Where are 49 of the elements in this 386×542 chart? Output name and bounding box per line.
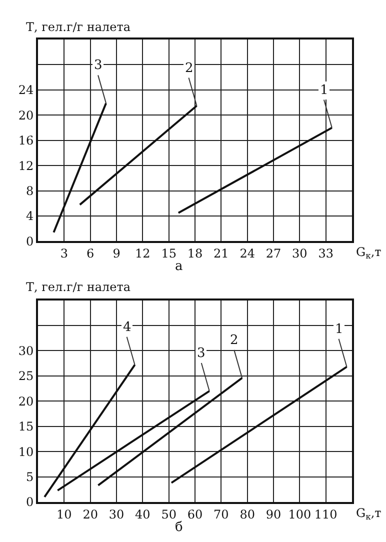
y-tick-label: 20 bbox=[18, 108, 34, 122]
x-axis-title: G$_{к}$,т bbox=[356, 506, 382, 522]
x-tick-label: 21 bbox=[214, 246, 229, 261]
y-tick-label: 0 bbox=[26, 495, 34, 510]
y-tick-label: 25 bbox=[18, 369, 34, 384]
x-tick-label: 20 bbox=[82, 507, 98, 522]
y-tick-label: 4 bbox=[26, 209, 34, 224]
x-tick-label: 60 bbox=[187, 507, 203, 522]
x-tick-label: 24 bbox=[240, 246, 256, 261]
text: 3 bbox=[197, 346, 206, 361]
text: б bbox=[175, 520, 183, 535]
y-tick-label: 0 bbox=[26, 234, 34, 248]
x-tick-label: 3 bbox=[60, 246, 68, 261]
y-axis-title: Т, гел.г/г налета bbox=[26, 20, 131, 34]
x-tick-label: 30 bbox=[292, 246, 308, 261]
y-tick-label: 16 bbox=[18, 134, 34, 148]
y-tick-label: 20 bbox=[18, 394, 34, 408]
y-tick-label: 24 bbox=[18, 83, 34, 98]
x-tick-label: 12 bbox=[135, 246, 150, 261]
x-tick-label: 90 bbox=[266, 507, 282, 522]
text: 2 bbox=[230, 333, 238, 348]
x-tick-label: 27 bbox=[266, 246, 282, 261]
x-tick-label: 100 bbox=[288, 507, 312, 522]
text: 3 bbox=[94, 58, 102, 73]
y-tick-label: 8 bbox=[26, 184, 34, 198]
y-tick-label: 15 bbox=[18, 420, 34, 434]
x-tick-label: 80 bbox=[240, 507, 255, 522]
y-tick-label: 5 bbox=[26, 470, 34, 484]
text: 4 bbox=[123, 320, 132, 335]
x-tick-label: 70 bbox=[214, 507, 229, 522]
text: 1 bbox=[320, 83, 328, 98]
text: 2 bbox=[185, 61, 194, 76]
y-axis-title: Т, гел.г/г налета bbox=[26, 280, 131, 294]
x-tick-label: 110 bbox=[314, 507, 338, 522]
x-tick-label: 30 bbox=[108, 507, 124, 522]
text: 1 bbox=[335, 322, 344, 337]
x-tick-label: 40 bbox=[135, 507, 150, 522]
text: а bbox=[175, 259, 183, 274]
x-tick-label: 9 bbox=[112, 246, 120, 261]
x-tick-label: 50 bbox=[161, 507, 176, 522]
y-tick-label: 10 bbox=[18, 444, 34, 459]
x-tick-label: 10 bbox=[56, 507, 72, 522]
x-tick-label: 15 bbox=[161, 246, 176, 261]
x-axis-title: G$_{к}$,т bbox=[356, 245, 382, 261]
x-tick-label: 18 bbox=[187, 246, 203, 261]
x-tick-label: 33 bbox=[318, 246, 334, 261]
y-tick-label: 30 bbox=[18, 344, 34, 358]
y-tick-label: 12 bbox=[18, 158, 34, 173]
x-tick-label: 6 bbox=[86, 246, 94, 261]
